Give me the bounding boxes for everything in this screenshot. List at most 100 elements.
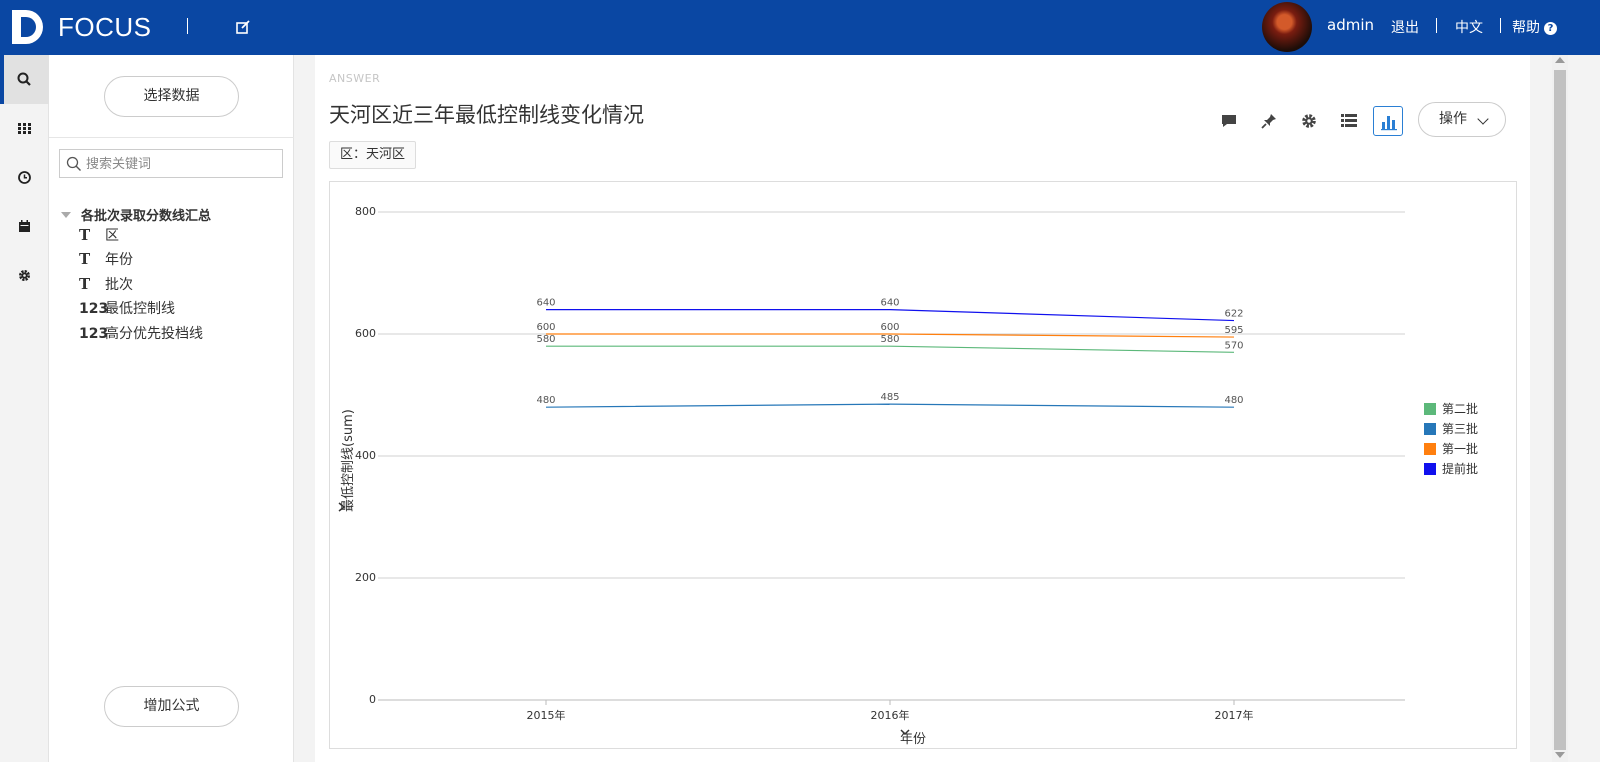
- text-type-icon: T: [79, 275, 91, 293]
- help-icon: ?: [1544, 22, 1557, 35]
- legend-item[interactable]: 第二批: [1424, 400, 1478, 420]
- field-label: 高分优先投档线: [105, 326, 203, 342]
- pin-button[interactable]: [1254, 106, 1284, 136]
- series-line: [546, 345, 1235, 353]
- field-label: 年份: [105, 252, 133, 268]
- text-type-icon: T: [79, 250, 91, 268]
- field-item[interactable]: 123高分优先投档线: [79, 323, 203, 343]
- legend-item[interactable]: 第一批: [1424, 440, 1478, 460]
- nav-settings[interactable]: [0, 251, 49, 300]
- comment-button[interactable]: [1214, 106, 1244, 136]
- data-label: 485: [880, 392, 899, 403]
- text-type-icon: T: [79, 226, 91, 244]
- scrollbar-thumb[interactable]: [1554, 70, 1566, 750]
- y-axis-label: 最低控制线(sum): [341, 409, 356, 512]
- search-icon: [17, 72, 31, 86]
- x-tick-label: 2015年: [527, 708, 566, 722]
- select-data-button[interactable]: 选择数据: [104, 76, 239, 117]
- header-divider: [1436, 18, 1437, 33]
- table-node[interactable]: 各批次录取分数线汇总: [61, 205, 211, 224]
- x-tick-label: 2017年: [1215, 708, 1254, 722]
- legend-label: 第三批: [1442, 422, 1479, 436]
- field-label: 区: [105, 228, 119, 244]
- left-nav: [0, 55, 49, 762]
- logo-text: FOCUS: [58, 12, 152, 42]
- answer-area: ANSWER 天河区近三年最低控制线变化情况 操作 区：天河区 0 200 400 6…: [315, 55, 1530, 762]
- legend-swatch: [1424, 463, 1436, 475]
- logout-link[interactable]: 退出: [1391, 20, 1419, 36]
- x-tick-label: 2016年: [871, 708, 910, 722]
- gear-icon: [1302, 114, 1316, 128]
- field-item[interactable]: T 年份: [79, 249, 133, 269]
- panel-divider: [49, 137, 294, 138]
- chart-view-icon: [1381, 116, 1397, 131]
- legend-swatch: [1424, 423, 1436, 435]
- username[interactable]: admin: [1327, 16, 1374, 34]
- nav-calendar[interactable]: [0, 202, 49, 251]
- filter-tag[interactable]: 区：天河区: [329, 141, 417, 169]
- nav-apps[interactable]: [0, 104, 49, 153]
- chart-legend: 第二批第三批第一批提前批: [1424, 400, 1478, 480]
- help-link[interactable]: 帮助?: [1512, 17, 1557, 37]
- field-item[interactable]: 123最低控制线: [79, 298, 175, 318]
- scroll-up-icon[interactable]: [1555, 57, 1565, 63]
- field-label: 批次: [105, 277, 133, 293]
- field-label: 最低控制线: [105, 301, 175, 317]
- line-chart: 0 200 400 600 800 2015年 2016年 2017年 580 580 570 480…: [355, 205, 1405, 722]
- table-view-icon: [1341, 114, 1357, 127]
- comment-icon: [1222, 115, 1236, 127]
- legend-label: 第二批: [1442, 402, 1479, 416]
- settings-button[interactable]: [1294, 106, 1324, 136]
- caret-down-icon[interactable]: [61, 212, 71, 218]
- data-label: 600: [536, 322, 555, 333]
- series-line: [546, 333, 1235, 338]
- y-axis-title[interactable]: 最低控制线(sum): [337, 409, 356, 512]
- operate-label: 操作: [1439, 111, 1467, 127]
- legend-item[interactable]: 第三批: [1424, 420, 1478, 440]
- operate-dropdown[interactable]: 操作: [1418, 102, 1506, 137]
- top-bar: FOCUS admin 退出 中文 帮助?: [0, 0, 1600, 55]
- avatar[interactable]: [1262, 2, 1312, 52]
- scroll-down-icon[interactable]: [1555, 752, 1565, 758]
- help-label: 帮助: [1512, 20, 1540, 36]
- table-name: 各批次录取分数线汇总: [81, 209, 212, 224]
- chart-container: 0 200 400 600 800 2015年 2016年 2017年 580 580 570 480…: [329, 181, 1517, 749]
- legend-label: 第一批: [1442, 442, 1479, 456]
- answer-label: ANSWER: [329, 72, 381, 85]
- search-input[interactable]: [84, 154, 274, 174]
- y-tick-label: 600: [355, 327, 376, 340]
- pin-icon: [1261, 114, 1276, 129]
- legend-swatch: [1424, 443, 1436, 455]
- field-item[interactable]: T 批次: [79, 274, 133, 294]
- nav-search[interactable]: [0, 55, 49, 104]
- data-label: 622: [1224, 309, 1243, 320]
- y-tick-label: 200: [355, 571, 376, 584]
- number-type-icon: 123: [79, 326, 109, 342]
- gear-icon: [19, 270, 30, 281]
- header-divider: [1500, 18, 1501, 33]
- calendar-icon: [19, 220, 30, 232]
- language-link[interactable]: 中文: [1455, 20, 1483, 36]
- data-label: 580: [536, 334, 555, 345]
- add-formula-button[interactable]: 增加公式: [104, 686, 239, 727]
- chevron-right-icon: [338, 502, 346, 512]
- x-axis-title[interactable]: 年份: [900, 728, 926, 747]
- focus-logo[interactable]: [12, 8, 46, 46]
- chevron-down-icon: [1477, 113, 1489, 125]
- chart-view-button[interactable]: [1373, 106, 1403, 136]
- y-tick-label: 400: [355, 449, 376, 462]
- nav-history[interactable]: [0, 153, 49, 202]
- table-view-button[interactable]: [1334, 106, 1364, 136]
- edit-icon[interactable]: [235, 19, 251, 35]
- page-title: 天河区近三年最低控制线变化情况: [329, 103, 644, 127]
- legend-item[interactable]: 提前批: [1424, 460, 1478, 480]
- data-panel: 选择数据 各批次录取分数线汇总 T区 T年份 T批次 123最低控制线 123高…: [49, 55, 294, 762]
- legend-label: 提前批: [1442, 462, 1479, 476]
- data-label: 595: [1224, 325, 1243, 336]
- data-label: 570: [1224, 340, 1243, 351]
- y-tick-label: 0: [369, 693, 376, 706]
- chevron-down-icon: [900, 729, 910, 736]
- number-type-icon: 123: [79, 301, 109, 317]
- data-label: 640: [536, 298, 555, 309]
